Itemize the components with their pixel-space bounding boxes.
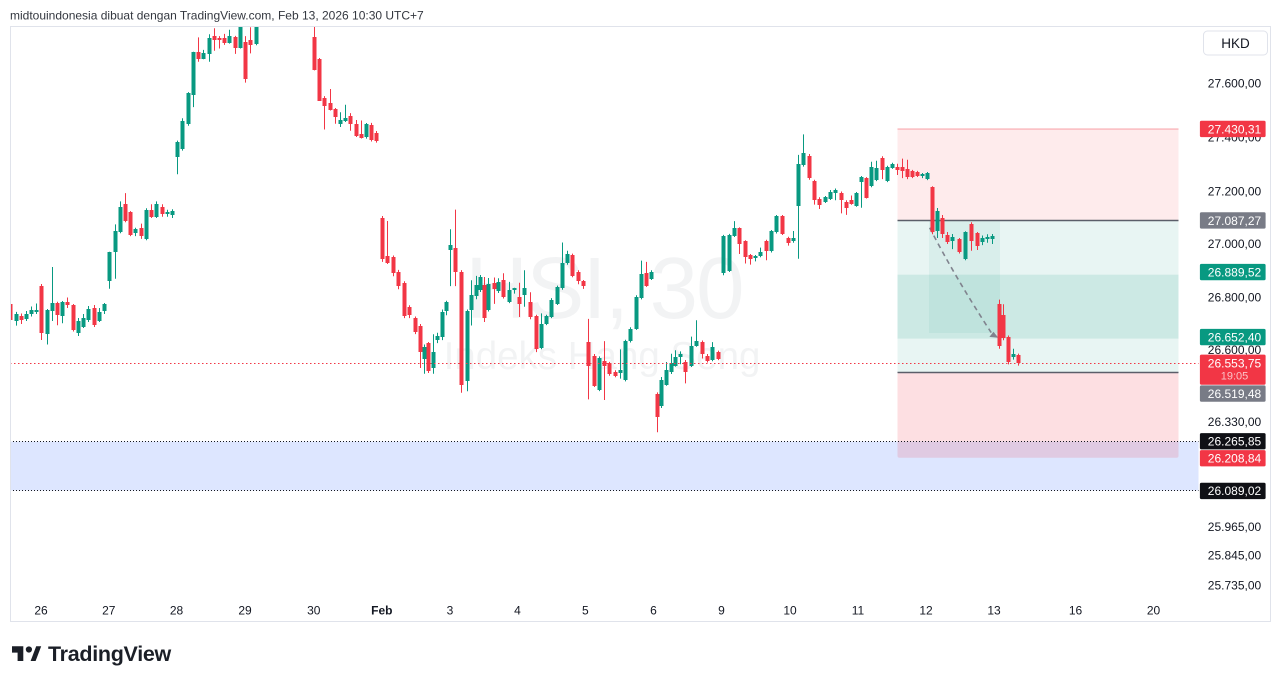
- svg-text:4: 4: [514, 603, 521, 617]
- svg-text:26.208,84: 26.208,84: [1208, 452, 1262, 466]
- svg-text:13: 13: [987, 603, 1001, 617]
- svg-text:25.965,00: 25.965,00: [1208, 520, 1262, 534]
- svg-text:26.519,48: 26.519,48: [1208, 387, 1262, 401]
- svg-text:11: 11: [852, 603, 865, 617]
- svg-text:20: 20: [1147, 603, 1161, 617]
- svg-text:6: 6: [650, 603, 657, 617]
- svg-text:27: 27: [102, 603, 116, 617]
- svg-text:25.735,00: 25.735,00: [1208, 578, 1262, 592]
- svg-text:TradingView: TradingView: [48, 642, 172, 666]
- svg-text:26.652,40: 26.652,40: [1208, 330, 1262, 344]
- svg-text:26.889,52: 26.889,52: [1208, 265, 1262, 279]
- svg-text:10: 10: [783, 603, 797, 617]
- svg-text:19:05: 19:05: [1221, 371, 1249, 383]
- svg-text:midtouindonesia dibuat dengan: midtouindonesia dibuat dengan TradingVie…: [10, 8, 424, 22]
- svg-text:5: 5: [582, 603, 589, 617]
- svg-text:26.265,85: 26.265,85: [1208, 435, 1262, 449]
- svg-text:27.600,00: 27.600,00: [1208, 77, 1262, 91]
- svg-text:25.845,00: 25.845,00: [1208, 548, 1262, 562]
- svg-text:HKD: HKD: [1221, 36, 1250, 51]
- svg-text:26: 26: [34, 603, 48, 617]
- svg-text:28: 28: [170, 603, 184, 617]
- svg-text:27.000,00: 27.000,00: [1208, 237, 1262, 251]
- svg-text:Feb: Feb: [371, 603, 392, 617]
- svg-text:27.200,00: 27.200,00: [1208, 184, 1262, 198]
- svg-text:26.800,00: 26.800,00: [1208, 290, 1262, 304]
- svg-text:9: 9: [718, 603, 725, 617]
- svg-text:26.600,00: 26.600,00: [1208, 343, 1262, 357]
- svg-text:12: 12: [919, 603, 933, 617]
- svg-text:30: 30: [307, 603, 321, 617]
- svg-text:HSI, 30: HSI, 30: [465, 240, 743, 337]
- svg-text:26.089,02: 26.089,02: [1208, 484, 1262, 498]
- svg-text:26.330,00: 26.330,00: [1208, 415, 1262, 429]
- svg-text:3: 3: [447, 603, 454, 617]
- svg-text:27.430,31: 27.430,31: [1208, 122, 1262, 136]
- svg-text:16: 16: [1069, 603, 1083, 617]
- svg-text:26.553,75: 26.553,75: [1208, 356, 1262, 370]
- svg-text:29: 29: [238, 603, 252, 617]
- svg-text:27.087,27: 27.087,27: [1208, 214, 1262, 228]
